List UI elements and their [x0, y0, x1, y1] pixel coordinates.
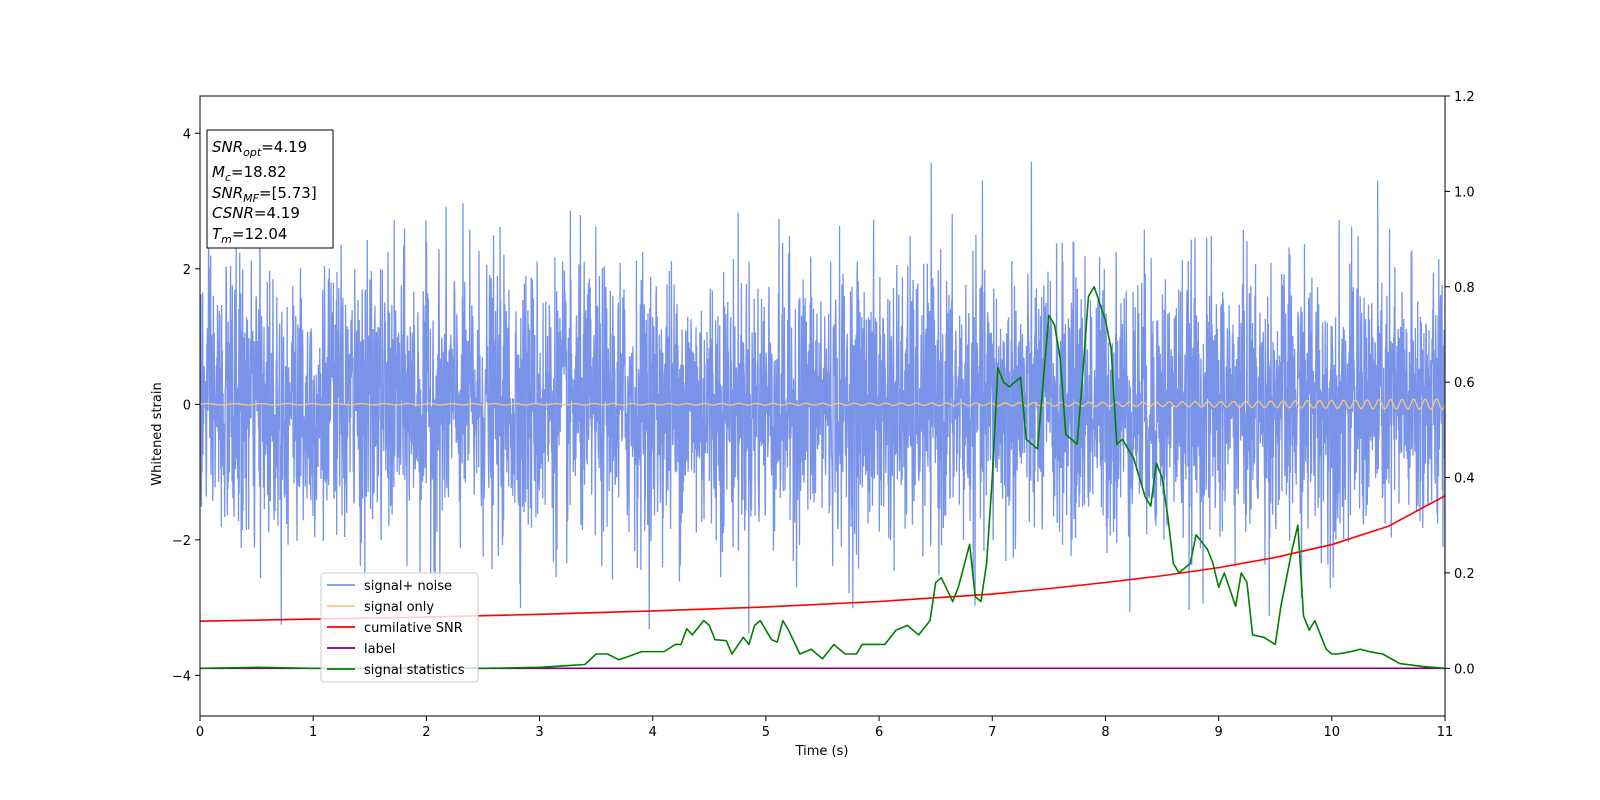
y-axis-label: Whitened strain: [150, 382, 165, 485]
x-tick-label: 6: [875, 725, 883, 740]
info-snr-mf: SNRMF=[5.73]: [212, 184, 317, 205]
y-tick-label-right: 1.2: [1454, 90, 1475, 105]
y-axis-right: 0.0 0.2 0.4 0.6 0.8 1.0 1.2: [1445, 90, 1475, 677]
info-box-frame: [206, 129, 334, 249]
legend-label-cumulative-snr: cumilative SNR: [364, 621, 463, 636]
x-axis-label: Time (s): [795, 744, 849, 759]
legend-label-signal-noise: signal+ noise: [364, 579, 452, 594]
x-tick-label: 0: [196, 725, 204, 740]
legend-item-signal-noise: signal+ noise: [327, 579, 452, 594]
y-tick-label-left: −4: [172, 669, 191, 684]
y-tick-label-right: 0.8: [1454, 281, 1475, 296]
x-tick-label: 7: [988, 725, 996, 740]
series-cumulative-snr: [200, 495, 1445, 622]
legend: signal+ noise signal only cumilative SNR…: [320, 572, 479, 683]
y-axis-left: −4 −2 0 2 4: [172, 127, 200, 684]
legend-frame: [320, 572, 479, 683]
y-tick-label-left: 0: [183, 398, 191, 413]
legend-item-label: label: [327, 642, 395, 657]
x-tick-label: 4: [649, 725, 657, 740]
legend-label-label: label: [364, 642, 395, 657]
info-box: SNRopt=4.19 Mc=18.82 SNRMF=[5.73] CSNR=4…: [206, 129, 334, 249]
y-tick-label-right: 1.0: [1454, 185, 1475, 200]
y-tick-label-left: 4: [183, 127, 191, 142]
y-tick-label-right: 0.6: [1454, 376, 1475, 391]
series-signal-statistics: [200, 285, 1445, 670]
info-mc: Mc=18.82: [212, 163, 287, 184]
y-tick-label-left: 2: [183, 263, 191, 278]
y-tick-label-right: 0.0: [1454, 662, 1475, 677]
x-tick-label: 2: [422, 725, 430, 740]
y-tick-label-left: −2: [172, 534, 191, 549]
series-signal-only: [200, 398, 1445, 411]
x-tick-label: 1: [309, 725, 317, 740]
x-tick-label: 9: [1214, 725, 1222, 740]
info-tm: Tm=12.04: [212, 225, 287, 246]
legend-label-signal-statistics: signal statistics: [364, 663, 465, 678]
info-snr-opt: SNRopt=4.19: [212, 138, 307, 159]
x-tick-label: 8: [1101, 725, 1109, 740]
x-tick-label: 10: [1324, 725, 1341, 740]
info-csnr: CSNR=4.19: [212, 204, 300, 222]
legend-item-cumulative-snr: cumilative SNR: [327, 621, 463, 636]
x-tick-label: 11: [1437, 725, 1454, 740]
x-tick-label: 5: [762, 725, 770, 740]
x-tick-label: 3: [535, 725, 543, 740]
legend-label-signal-only: signal only: [364, 600, 434, 615]
y-tick-label-right: 0.2: [1454, 567, 1475, 582]
series-signal-noise: [200, 161, 1445, 634]
plot-frame: [199, 95, 1446, 717]
x-axis: 0 1 2 3 4 5 6 7 8 9 10 11: [196, 716, 1453, 740]
legend-item-signal-statistics: signal statistics: [327, 663, 465, 678]
legend-item-signal-only: signal only: [327, 600, 434, 615]
y-tick-label-right: 0.4: [1454, 472, 1475, 487]
